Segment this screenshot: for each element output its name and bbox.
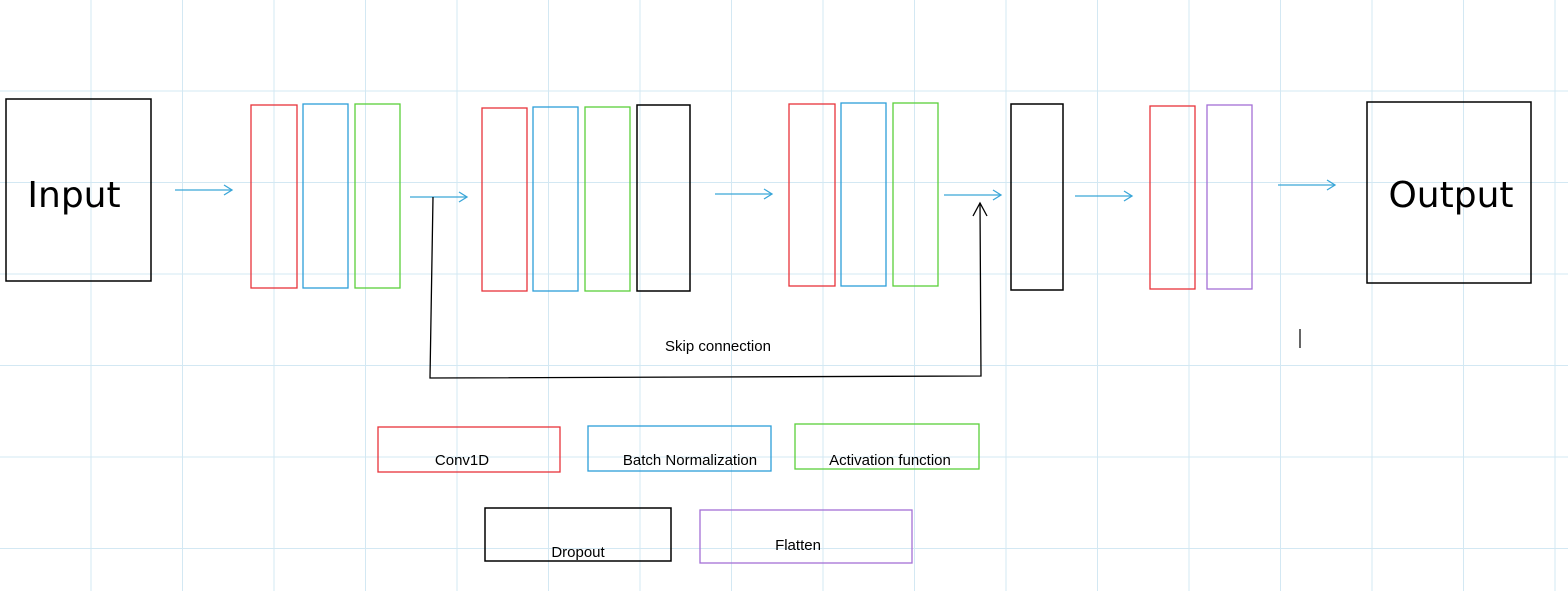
block-1-batchnorm: [302, 103, 349, 289]
block-2-batchnorm: [532, 106, 579, 292]
legend-conv-box: [377, 426, 561, 473]
arrow-block1-to-block2: [410, 191, 469, 203]
input-node: Input: [5, 98, 152, 282]
block-3-activation: [892, 102, 939, 287]
output-label: Output: [1388, 175, 1513, 216]
block-1-activation: [354, 103, 401, 289]
legend: [377, 423, 980, 564]
legend-activation-box: [794, 423, 980, 470]
skip-connection: [429, 196, 988, 379]
block-1: [250, 103, 401, 289]
block-2-dropout: [636, 104, 691, 292]
output-node: Output: [1366, 101, 1532, 284]
arrow-dropout-to-block5: [1075, 190, 1134, 202]
block-5-flatten: [1206, 104, 1253, 290]
arrow-block3-to-dropout: [944, 189, 1003, 201]
legend-batchnorm-label: Batch Normalization: [623, 452, 757, 469]
block-3-batchnorm: [840, 102, 887, 287]
block-2: [481, 104, 691, 292]
block-3-conv: [788, 103, 836, 287]
block-2-conv: [481, 107, 528, 292]
legend-dropout-label: Dropout: [551, 544, 605, 561]
legend-batchnorm-box: [587, 425, 772, 472]
legend-activation-label: Activation function: [829, 452, 951, 469]
legend-flatten-box: [699, 509, 913, 564]
legend-conv-label: Conv1D: [435, 452, 489, 469]
legend-flatten-label: Flatten: [775, 537, 821, 554]
arrow-block5-to-output: [1278, 179, 1337, 191]
arrow-input-to-block1: [175, 184, 234, 196]
block-2-activation: [584, 106, 631, 292]
skip-connection-label: Skip connection: [665, 338, 771, 355]
block-1-conv: [250, 104, 298, 289]
block-5-conv: [1149, 105, 1196, 290]
input-label: Input: [27, 175, 120, 216]
block-4-dropout: [1010, 103, 1064, 291]
arrow-block2-to-block3: [715, 188, 774, 200]
block-3: [788, 102, 939, 287]
legend-dropout-box: [484, 507, 672, 562]
block-5: [1149, 104, 1253, 290]
